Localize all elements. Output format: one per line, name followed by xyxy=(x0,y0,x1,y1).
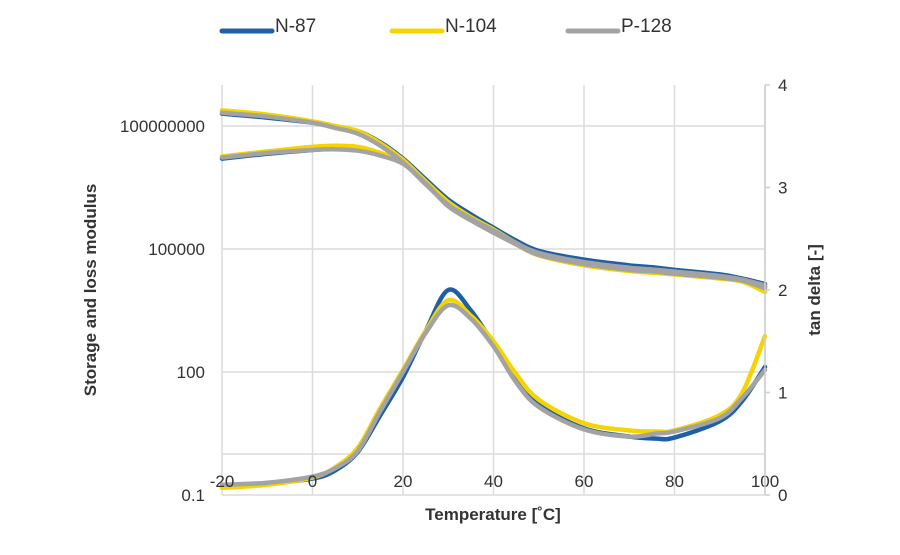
axes: -20 0 20 40 60 80 1000.11001000001000000000123… xyxy=(120,76,788,505)
x-tick-label: 20 xyxy=(394,472,413,491)
x-tick-label: 60 xyxy=(575,472,594,491)
x-tick-label: 0 xyxy=(308,472,317,491)
y-tick-label: 0.1 xyxy=(181,486,205,505)
y-tick-label: 100000000 xyxy=(120,117,205,136)
y-right-tick-label: 3 xyxy=(778,179,787,198)
legend-label: P-128 xyxy=(621,16,672,37)
y-right-tick-label: 0 xyxy=(778,486,787,505)
x-tick-label: -20 xyxy=(210,472,235,491)
y-right-tick-label: 1 xyxy=(778,384,787,403)
series-p-128-loss-modulus-line xyxy=(219,147,768,291)
x-tick-label: 40 xyxy=(484,472,503,491)
curves xyxy=(219,108,768,491)
legend: N-87 N-104 P-128 xyxy=(219,16,672,37)
legend-label: N-104 xyxy=(445,16,497,37)
y-right-tick-label: 4 xyxy=(778,76,787,95)
y-axis-label: Storage and loss modulus xyxy=(81,184,100,397)
series-p-128-tan-delta-line xyxy=(219,302,768,487)
legend-label: N-87 xyxy=(275,16,316,37)
y-right-tick-label: 2 xyxy=(778,281,787,300)
x-tick-label: 80 xyxy=(665,472,684,491)
y-tick-label: 100 xyxy=(177,363,205,382)
y-axis-right-label: tan delta [-] xyxy=(805,244,824,336)
grid xyxy=(221,85,766,496)
y-tick-label: 100000 xyxy=(148,240,205,259)
x-axis-label: Temperature [˚C] xyxy=(425,505,561,524)
